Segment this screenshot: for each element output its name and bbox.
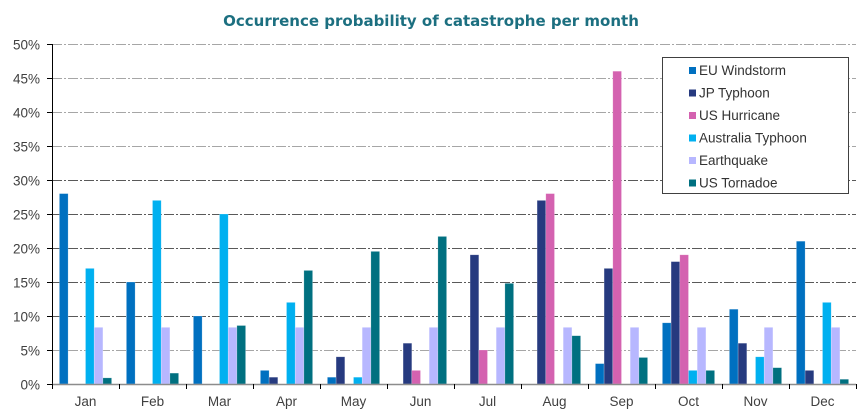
bar-australia-typhoon-feb <box>152 200 162 385</box>
bar-jp-typhoon-oct <box>670 261 681 385</box>
bar-us-tornadoe-feb <box>169 372 179 385</box>
legend-box <box>662 57 849 194</box>
y-tick-label: 5% <box>20 344 40 359</box>
y-tick-label: 35% <box>13 140 40 155</box>
bar-us-tornadoe-jan <box>102 377 112 385</box>
bar-eu-windstorm-jan <box>59 193 69 385</box>
bar-eu-windstorm-may <box>327 376 337 385</box>
x-axis-ticks: Jan Feb Mar Apr May Jun Jul Aug Sep Oct Nov Dec <box>52 384 857 409</box>
bar-us-tornadoe-jun <box>437 236 447 385</box>
bar-earthquake-dec <box>830 327 841 385</box>
bar-us-tornadoe-oct <box>705 370 715 385</box>
legend-label: US Hurricane <box>699 108 780 123</box>
bar-eu-windstorm-mar <box>193 315 203 385</box>
bar-earthquake-apr <box>294 327 305 385</box>
bar-earthquake-nov <box>763 327 774 385</box>
x-tick-label: Sep <box>609 394 633 409</box>
bar-us-tornadoe-apr <box>303 270 313 385</box>
bar-earthquake-sep <box>629 327 640 385</box>
bar-australia-typhoon-dec <box>822 302 832 385</box>
bar-eu-windstorm-dec <box>796 240 806 385</box>
bar-us-hurricane-jul <box>478 349 488 385</box>
x-tick-label: Jun <box>410 394 432 409</box>
bar-earthquake-mar <box>227 327 238 385</box>
x-tick-label: Mar <box>208 394 232 409</box>
bar-us-tornadoe-sep <box>638 357 648 385</box>
bar-jp-typhoon-nov <box>737 342 748 385</box>
x-tick-label: Oct <box>678 394 699 409</box>
bar-australia-typhoon-nov <box>755 356 765 385</box>
bar-us-hurricane-oct <box>679 254 689 385</box>
bar-jp-typhoon-sep <box>603 268 614 385</box>
legend-swatch <box>689 157 696 164</box>
bar-australia-typhoon-apr <box>286 302 296 385</box>
bar-australia-typhoon-jan <box>85 268 95 385</box>
legend-label: JP Typhoon <box>699 86 770 101</box>
bar-us-tornadoe-aug <box>571 335 581 385</box>
x-tick-label: Nov <box>743 394 767 409</box>
bar-jp-typhoon-may <box>335 356 346 385</box>
y-tick-label: 25% <box>13 208 40 223</box>
legend-label: Australia Typhoon <box>699 131 807 146</box>
bar-jp-typhoon-aug <box>536 200 547 385</box>
x-tick-label: Jan <box>75 394 97 409</box>
bar-australia-typhoon-oct <box>688 370 698 385</box>
legend-label: Earthquake <box>699 153 768 168</box>
legend-swatch <box>689 67 696 74</box>
x-tick-label: Dec <box>810 394 834 409</box>
bar-australia-typhoon-may <box>353 376 363 385</box>
y-tick-label: 0% <box>20 378 40 393</box>
bar-jp-typhoon-dec <box>804 370 815 385</box>
legend: EU Windstorm JP Typhoon US Hurricane Austra… <box>662 57 849 194</box>
gridlines <box>52 44 856 351</box>
y-tick-label: 20% <box>13 242 40 257</box>
x-tick-label: Apr <box>276 394 298 409</box>
y-tick-label: 45% <box>13 72 40 87</box>
legend-swatch <box>689 179 696 187</box>
bar-earthquake-oct <box>696 327 707 385</box>
legend-label: EU Windstorm <box>699 63 786 78</box>
y-tick-label: 15% <box>13 276 40 291</box>
legend-swatch <box>689 134 696 142</box>
bar-earthquake-aug <box>562 327 573 385</box>
bar-us-tornadoe-jul <box>504 283 514 385</box>
bar-eu-windstorm-apr <box>260 370 270 385</box>
y-tick-label: 30% <box>13 174 40 189</box>
bars <box>59 70 849 385</box>
bar-eu-windstorm-feb <box>126 281 136 385</box>
bar-earthquake-jan <box>93 327 104 385</box>
bar-eu-windstorm-sep <box>595 363 605 385</box>
bar-jp-typhoon-jul <box>469 254 480 385</box>
x-tick-label: Feb <box>141 394 164 409</box>
bar-us-hurricane-jun <box>411 370 421 385</box>
x-tick-label: May <box>341 394 367 409</box>
bar-earthquake-may <box>361 327 372 385</box>
bar-earthquake-feb <box>160 327 171 385</box>
bar-us-tornadoe-nov <box>772 367 782 385</box>
legend-swatch <box>689 112 696 119</box>
bar-jp-typhoon-apr <box>268 376 279 385</box>
bar-eu-windstorm-oct <box>662 322 672 385</box>
legend-swatch <box>689 89 696 97</box>
x-tick-label: Jul <box>479 394 496 409</box>
bar-us-tornadoe-may <box>370 251 380 385</box>
bar-us-tornadoe-dec <box>839 378 849 385</box>
bar-earthquake-jul <box>495 327 506 385</box>
legend-label: US Tornadoe <box>699 176 778 191</box>
bar-earthquake-jun <box>428 327 439 385</box>
chart-title: Occurrence probability of catastrophe pe… <box>223 12 639 30</box>
bar-jp-typhoon-jun <box>402 342 413 385</box>
y-tick-label: 10% <box>13 310 40 325</box>
bar-eu-windstorm-nov <box>729 308 739 385</box>
bar-us-hurricane-aug <box>545 193 555 385</box>
bar-australia-typhoon-mar <box>219 213 229 385</box>
bar-us-hurricane-sep <box>612 70 622 385</box>
bar-us-tornadoe-mar <box>236 325 246 385</box>
x-tick-label: Aug <box>542 394 566 409</box>
y-tick-label: 40% <box>13 106 40 121</box>
y-axis-ticks: 0% 5% 10% 15% 20% 25% 30% 35% 40% 45% 50% <box>13 38 52 393</box>
y-tick-label: 50% <box>13 38 40 53</box>
